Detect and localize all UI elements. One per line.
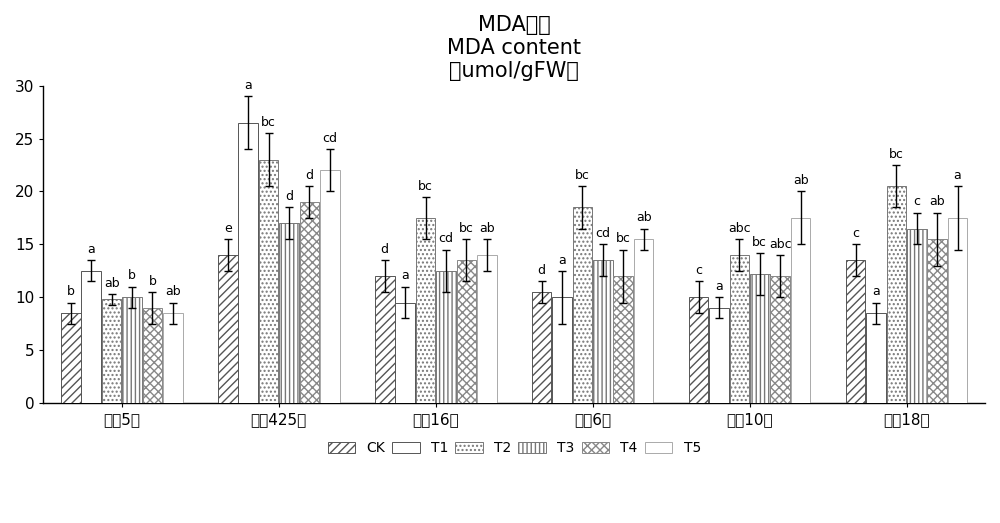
Text: c: c bbox=[913, 196, 920, 209]
Bar bbox=[927, 239, 947, 403]
Bar bbox=[238, 123, 258, 403]
Text: b: b bbox=[67, 286, 75, 298]
Text: cd: cd bbox=[322, 132, 337, 145]
Bar bbox=[532, 292, 551, 403]
Text: a: a bbox=[954, 169, 961, 182]
Text: d: d bbox=[305, 169, 313, 182]
Bar bbox=[634, 239, 653, 403]
Bar bbox=[866, 313, 886, 403]
Text: ab: ab bbox=[636, 211, 651, 224]
Text: bc: bc bbox=[418, 179, 433, 192]
Bar bbox=[102, 299, 121, 403]
Text: ab: ab bbox=[104, 277, 119, 290]
Text: d: d bbox=[381, 243, 389, 256]
Bar bbox=[730, 255, 749, 403]
Text: bc: bc bbox=[616, 232, 631, 245]
Bar bbox=[770, 276, 790, 403]
Bar bbox=[573, 207, 592, 403]
Bar bbox=[259, 160, 278, 403]
Text: a: a bbox=[715, 280, 723, 293]
Bar bbox=[395, 302, 415, 403]
Bar bbox=[689, 297, 708, 403]
Text: c: c bbox=[852, 227, 859, 240]
Text: a: a bbox=[87, 243, 95, 256]
Text: bc: bc bbox=[752, 235, 767, 248]
Text: ab: ab bbox=[165, 286, 181, 298]
Bar bbox=[279, 223, 299, 403]
Bar bbox=[436, 271, 456, 403]
Text: cd: cd bbox=[595, 227, 610, 240]
Bar bbox=[218, 255, 238, 403]
Bar bbox=[81, 271, 101, 403]
Text: b: b bbox=[128, 269, 136, 282]
Text: a: a bbox=[872, 286, 880, 298]
Bar bbox=[750, 274, 770, 403]
Bar bbox=[477, 255, 497, 403]
Bar bbox=[709, 308, 729, 403]
Title: MDA含量
MDA content
（umol/gFW）: MDA含量 MDA content （umol/gFW） bbox=[447, 15, 581, 82]
Bar bbox=[791, 218, 810, 403]
Bar bbox=[457, 260, 476, 403]
Legend: CK, T1, T2, T3, T4, T5: CK, T1, T2, T3, T4, T5 bbox=[323, 437, 705, 460]
Text: ab: ab bbox=[929, 196, 945, 209]
Bar bbox=[320, 170, 340, 403]
Bar bbox=[887, 186, 906, 403]
Bar bbox=[375, 276, 395, 403]
Bar bbox=[416, 218, 435, 403]
Bar bbox=[143, 308, 162, 403]
Text: abc: abc bbox=[769, 238, 792, 251]
Text: a: a bbox=[558, 254, 566, 267]
Bar bbox=[948, 218, 967, 403]
Bar bbox=[61, 313, 81, 403]
Text: bc: bc bbox=[889, 148, 904, 161]
Text: abc: abc bbox=[728, 222, 751, 235]
Text: bc: bc bbox=[261, 116, 276, 129]
Text: cd: cd bbox=[438, 232, 453, 245]
Bar bbox=[122, 297, 142, 403]
Bar bbox=[300, 202, 319, 403]
Bar bbox=[613, 276, 633, 403]
Text: d: d bbox=[285, 190, 293, 203]
Bar bbox=[846, 260, 865, 403]
Text: bc: bc bbox=[459, 222, 474, 235]
Text: ab: ab bbox=[793, 174, 808, 187]
Bar bbox=[163, 313, 183, 403]
Text: bc: bc bbox=[575, 169, 590, 182]
Bar bbox=[907, 229, 927, 403]
Text: d: d bbox=[538, 264, 546, 277]
Text: ab: ab bbox=[479, 222, 495, 235]
Text: b: b bbox=[149, 275, 156, 288]
Text: e: e bbox=[224, 222, 232, 235]
Bar bbox=[593, 260, 613, 403]
Text: a: a bbox=[401, 269, 409, 282]
Text: a: a bbox=[244, 79, 252, 92]
Bar bbox=[552, 297, 572, 403]
Text: c: c bbox=[695, 264, 702, 277]
